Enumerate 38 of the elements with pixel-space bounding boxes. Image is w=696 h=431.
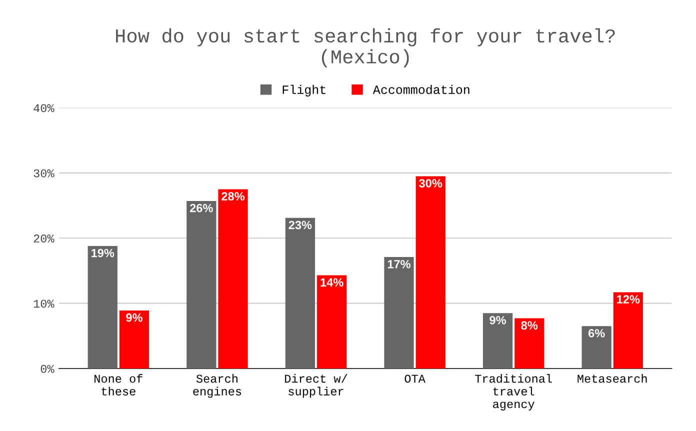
x-tick-label: Direct w/ supplier: [285, 374, 348, 398]
data-label: 12%: [617, 295, 640, 304]
data-label: 19%: [92, 248, 114, 258]
data-label: 28%: [222, 192, 245, 201]
y-tick-label: 40%: [34, 104, 54, 112]
chart-title: How do you start searching for your travel? (Mexico): [116, 28, 615, 68]
x-tick-label: Search engines: [193, 374, 242, 398]
data-label: 17%: [388, 260, 410, 268]
data-label: 26%: [190, 204, 213, 212]
bar: [88, 246, 118, 369]
legend-label: Flight: [282, 84, 326, 96]
bar: [613, 292, 643, 369]
data-label: 9%: [126, 313, 142, 322]
y-tick-label: 0%: [40, 364, 54, 373]
bar: [316, 275, 347, 369]
bar: [384, 257, 414, 369]
x-tick-label: None of these: [94, 374, 142, 396]
legend-label: Accommodation: [372, 84, 470, 94]
data-label: 14%: [320, 278, 344, 287]
bar: [514, 318, 544, 369]
bar: [186, 200, 216, 369]
data-label: 23%: [288, 220, 312, 230]
bar: [582, 326, 612, 369]
y-tick-label: 20%: [34, 234, 54, 243]
x-tick-label: Metasearch: [578, 374, 647, 383]
bar: [119, 310, 150, 369]
bar: [218, 189, 248, 369]
data-label: 8%: [521, 321, 538, 330]
bar: [416, 176, 446, 369]
y-tick-label: 10%: [34, 300, 54, 308]
data-label: 6%: [588, 329, 605, 338]
bar: [482, 313, 513, 369]
x-tick-label: Traditional travel agency: [475, 374, 552, 410]
bar: [285, 218, 316, 369]
data-label: 30%: [419, 179, 442, 188]
y-tick-label: 30%: [34, 169, 54, 178]
x-tick-label: OTA: [404, 374, 426, 383]
data-label: 9%: [490, 316, 506, 324]
